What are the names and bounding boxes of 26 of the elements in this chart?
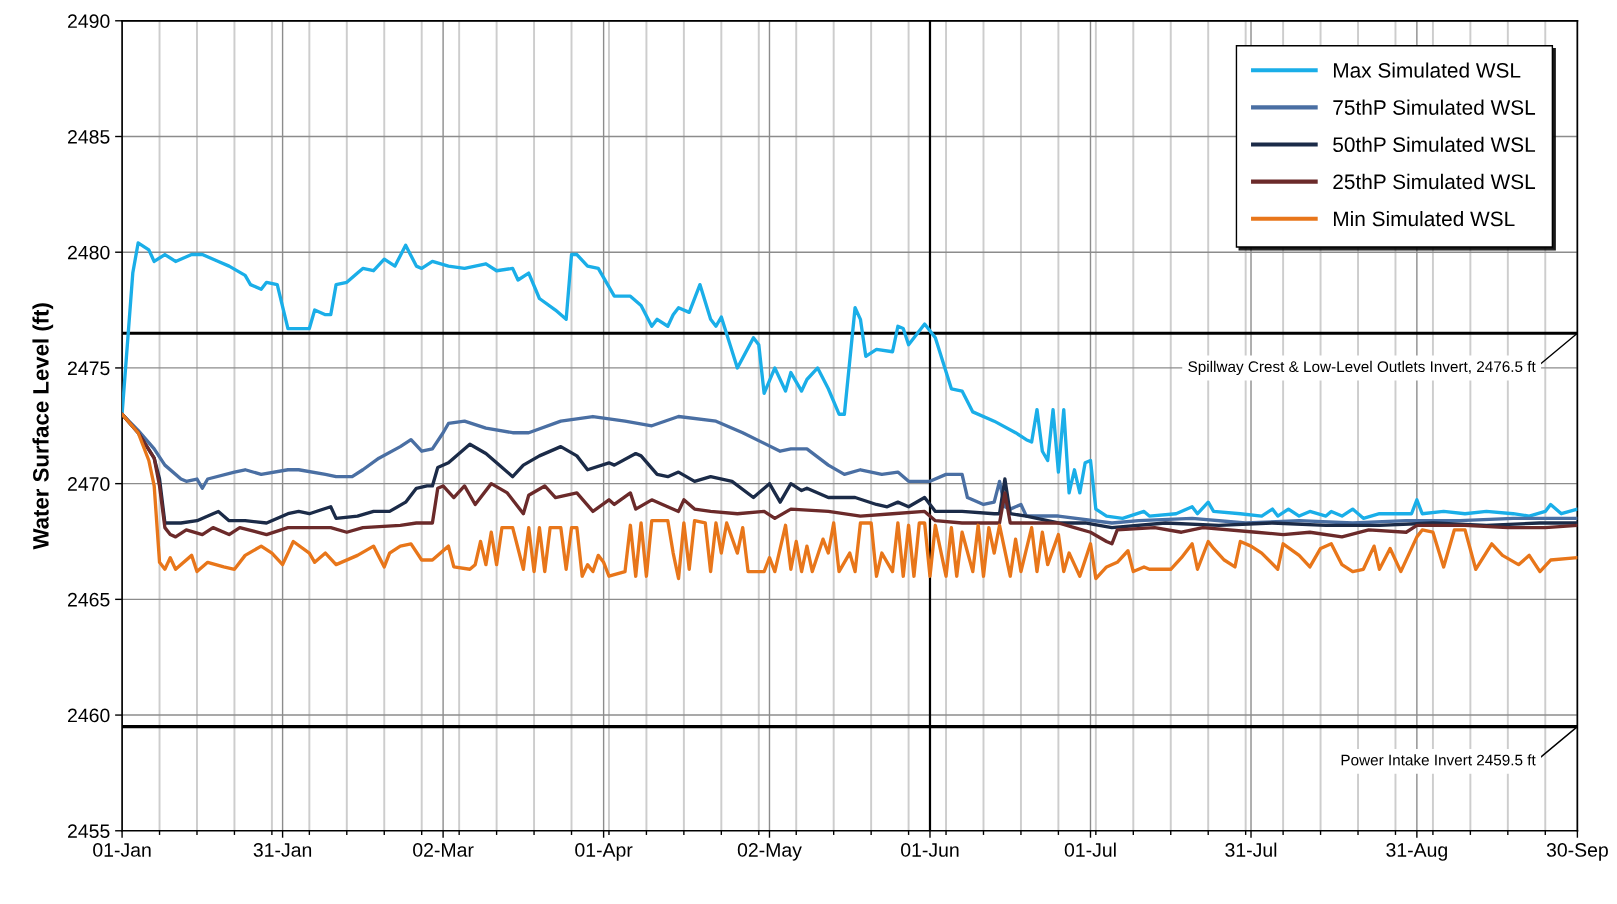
y-tick-label: 2480 xyxy=(68,245,110,260)
x-tick-label: 02-Mar xyxy=(413,843,474,857)
x-tick-label: 31-Aug xyxy=(1386,843,1447,861)
y-tick-label: 2465 xyxy=(68,592,110,607)
x-tick-label: 01-Jul xyxy=(1064,842,1116,857)
legend-label: 75thP Simulated WSL xyxy=(1333,99,1536,115)
ref-line-label: Power Intake Invert 2459.5 ft xyxy=(1341,754,1536,766)
legend-label: Min Simulated WSL xyxy=(1333,210,1515,227)
y-tick-label: 2490 xyxy=(68,14,110,29)
x-tick-label: 31-Jul xyxy=(1225,842,1277,857)
legend-label: 50thP Simulated WSL xyxy=(1333,136,1536,153)
x-tick-label: 30-Sep xyxy=(1546,843,1608,861)
y-tick-label: 2470 xyxy=(68,477,110,491)
y-tick-label: 2475 xyxy=(68,361,110,376)
y-tick-label: 2455 xyxy=(68,824,110,839)
legend-label: Max Simulated WSL xyxy=(1333,62,1521,78)
x-tick-label: 31-Jan xyxy=(253,843,312,857)
y-axis-title: Water Surface Level (ft) xyxy=(32,303,54,550)
y-tick-label: 2485 xyxy=(68,129,110,144)
legend-label: 25thP Simulated WSL xyxy=(1333,173,1536,190)
y-tick-label: 2460 xyxy=(68,708,110,723)
x-tick-label: 01-Jan xyxy=(93,843,151,857)
x-tick-label: 02-May xyxy=(737,843,802,861)
x-tick-label: 01-Jun xyxy=(901,843,959,857)
ref-line-label: Spillway Crest & Low-Level Outlets Invert, 2476.5 ft xyxy=(1188,360,1536,376)
x-tick-label: 01-Apr xyxy=(575,843,633,861)
